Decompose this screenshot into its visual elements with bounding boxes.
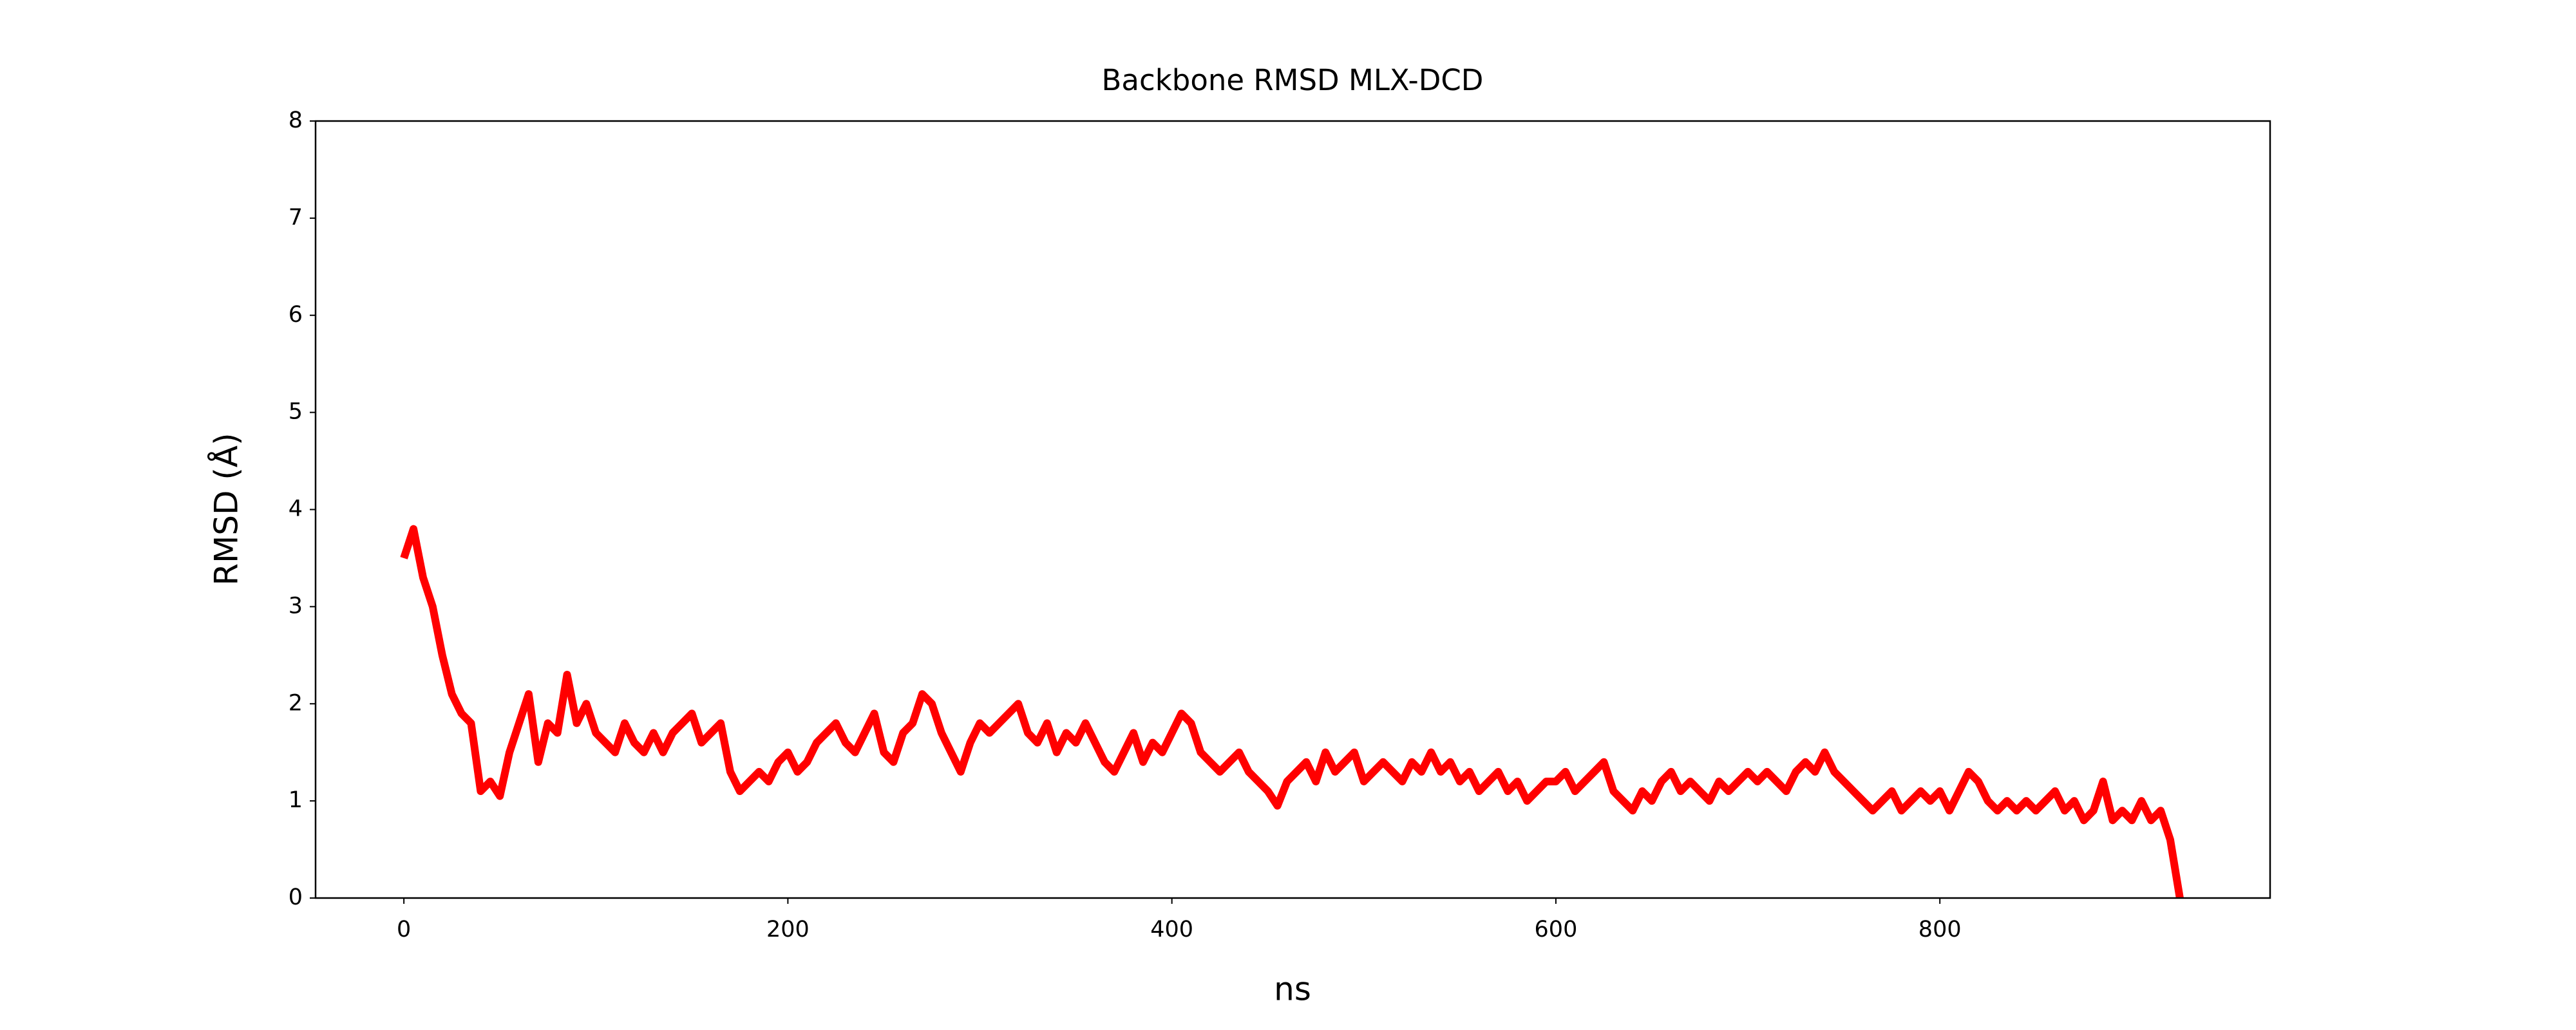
y-tick-label: 2 [289, 690, 303, 716]
y-tick-label: 3 [289, 593, 303, 619]
y-tick-label: 0 [289, 885, 303, 910]
x-tick-label: 600 [1535, 917, 1578, 942]
y-axis-label: RMSD (Å) [208, 433, 245, 585]
y-tick-label: 6 [289, 302, 303, 328]
x-axis-label: ns [1274, 971, 1311, 1008]
y-tick-label: 4 [289, 496, 303, 522]
x-tick-label: 400 [1150, 917, 1193, 942]
x-tick-label: 200 [766, 917, 810, 942]
data-line [400, 525, 2184, 899]
x-tick-label: 0 [397, 917, 411, 942]
plot-frame [314, 120, 2271, 899]
x-tick-label: 800 [1918, 917, 1962, 942]
chart-title: Backbone RMSD MLX-DCD [1102, 63, 1484, 97]
y-tick-label: 8 [289, 108, 303, 133]
y-tick-label: 1 [289, 787, 303, 813]
y-tick-label: 7 [289, 205, 303, 230]
y-tick-label: 5 [289, 399, 303, 425]
